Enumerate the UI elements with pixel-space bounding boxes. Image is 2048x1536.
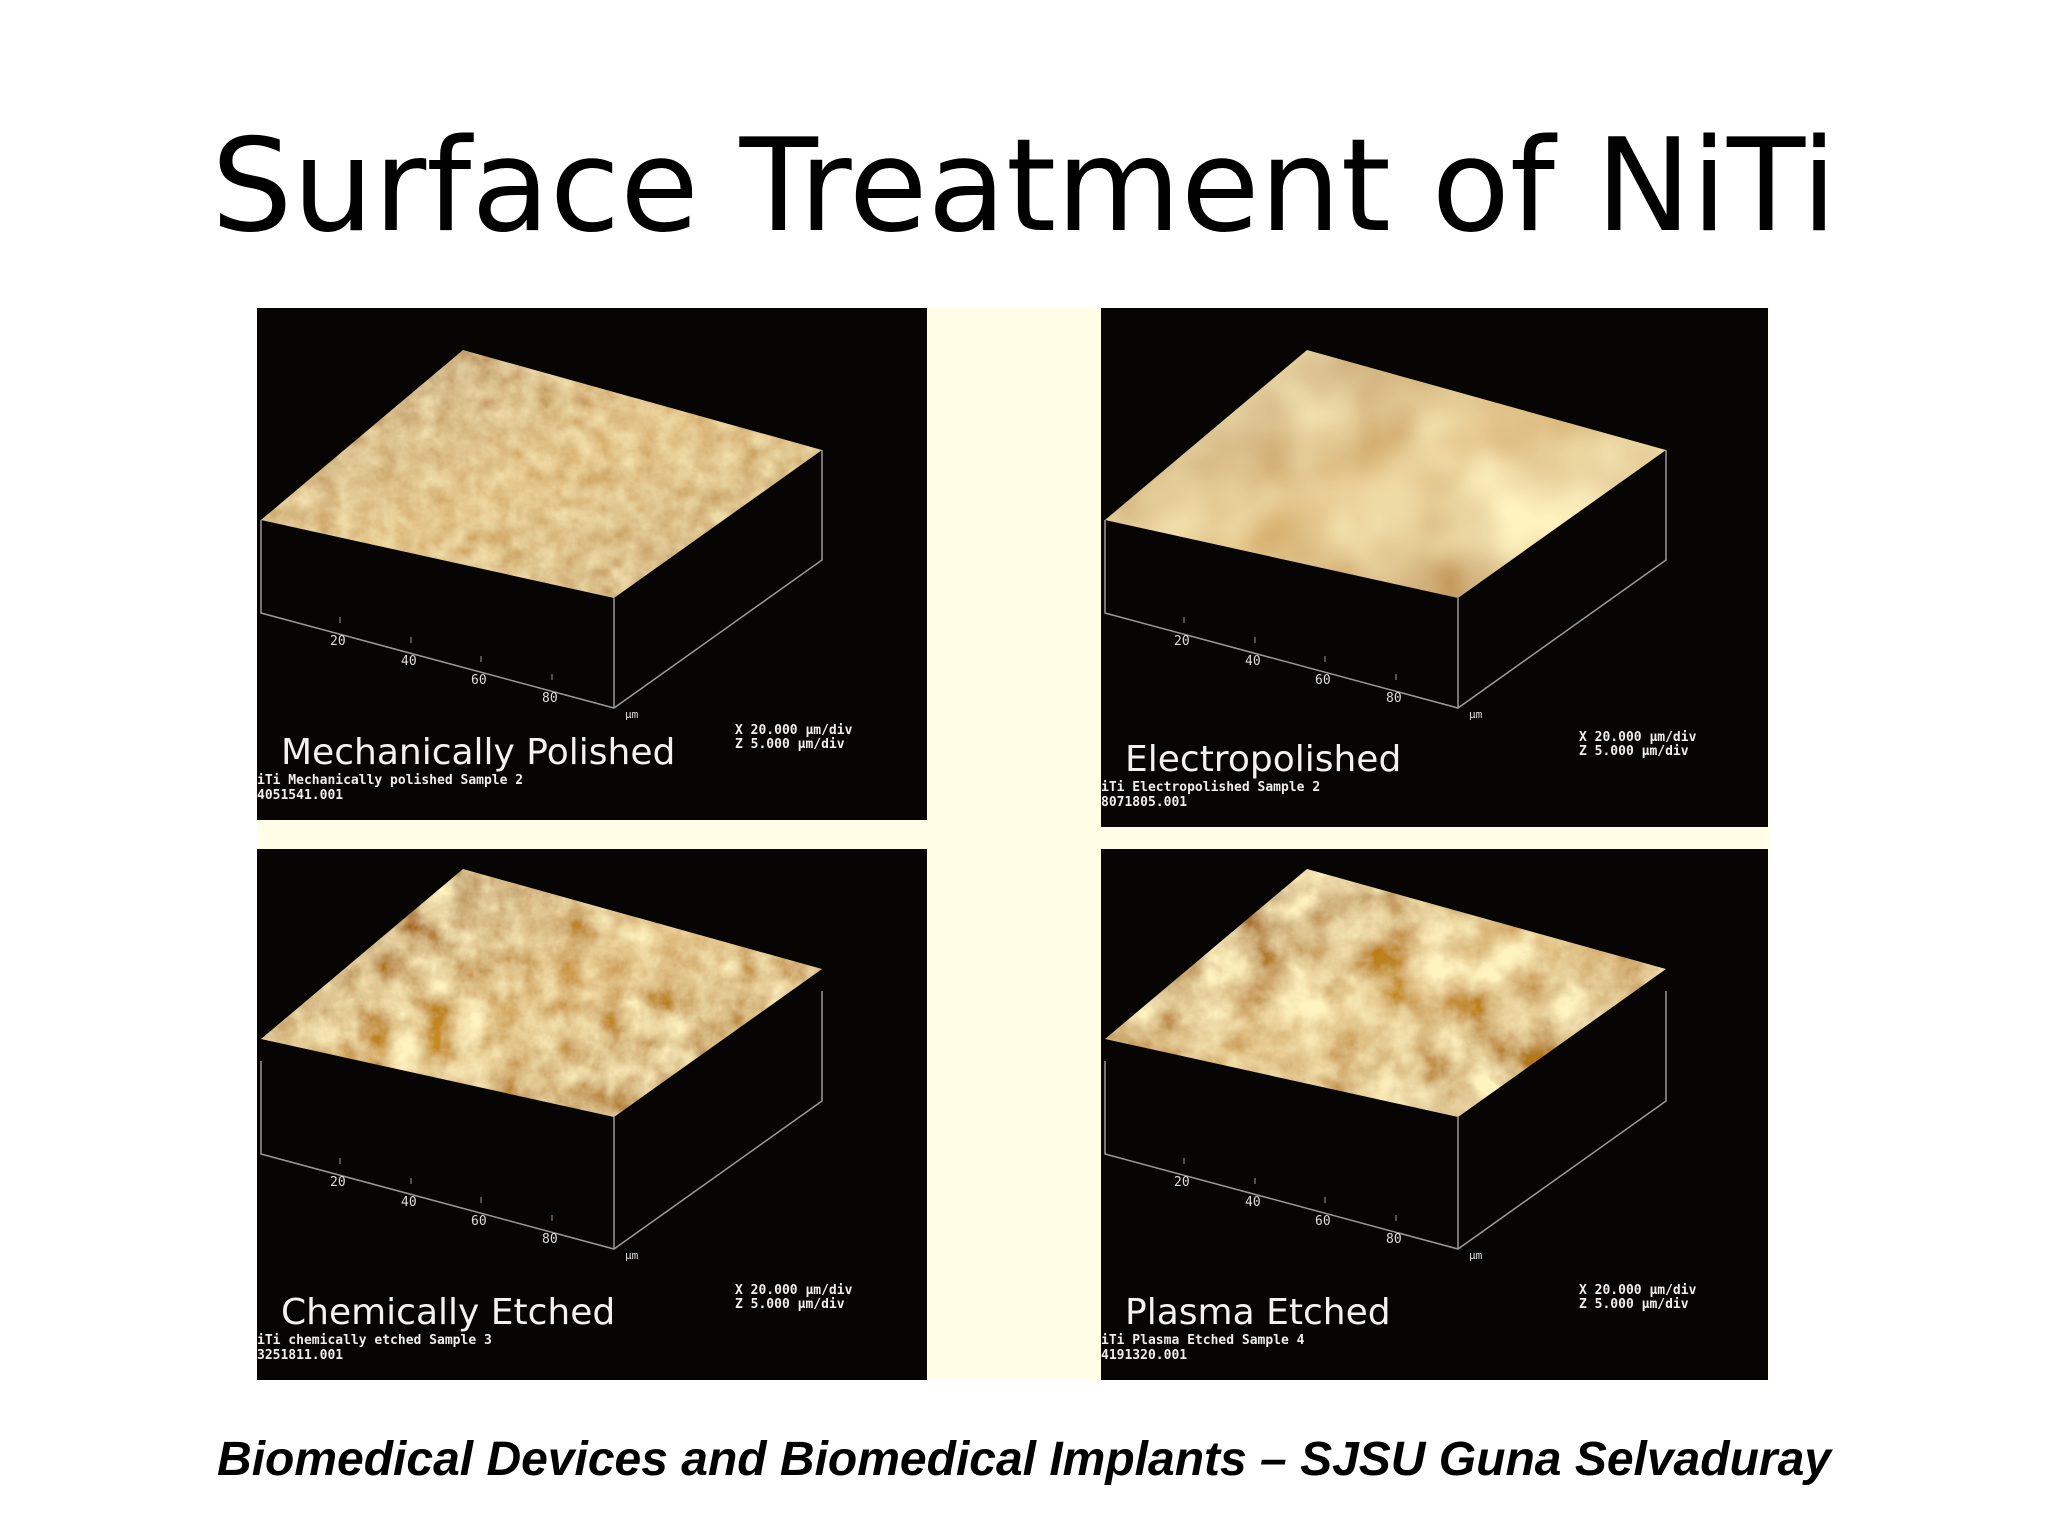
surface — [261, 869, 822, 1117]
axis-tick-label: 80 — [1386, 1232, 1402, 1247]
caption: Chemically Etched — [281, 1292, 615, 1333]
axis-tick-label: 80 — [1386, 691, 1402, 706]
axis-tick-label: 80 — [542, 691, 558, 706]
axis-tick-label: 40 — [401, 1195, 417, 1210]
axis-tick-label: 80 — [542, 1232, 558, 1247]
afm-render: 20 40 60 80 µm Plasma Etched X 20.000 µm/divZ … — [1101, 869, 1697, 1363]
axis-tick-label: 60 — [471, 1214, 487, 1229]
axis-tick-label: 60 — [1315, 673, 1331, 688]
afm-image: 20 40 60 80 µm Electropolished X 20.000 µm/div… — [1101, 308, 1768, 827]
sample-label: iTi Plasma Etched Sample 4 — [1101, 1333, 1305, 1348]
axis-tick-label: 40 — [1245, 1195, 1261, 1210]
sample-label: iTi chemically etched Sample 3 — [257, 1333, 492, 1348]
axis-tick-label: 20 — [1174, 1175, 1190, 1190]
file-label: 4051541.001 — [257, 788, 343, 803]
axis-unit: µm — [625, 708, 639, 721]
sample-label: iTi Mechanically polished Sample 2 — [257, 773, 523, 788]
axis-tick-label: 20 — [1174, 634, 1190, 649]
caption: Electropolished — [1125, 739, 1401, 780]
axis-tick-label: 40 — [401, 654, 417, 669]
surface — [1105, 869, 1666, 1117]
surface — [261, 350, 822, 598]
axis-tick-label: 20 — [330, 1175, 346, 1190]
scale-x: X 20.000 µm/div — [1579, 730, 1697, 745]
scale-z: Z 5.000 µm/div — [735, 737, 845, 752]
afm-render: 20 40 60 80 µm Chemically Etched X 20.000 µm/d… — [257, 869, 853, 1363]
afm-render: 20 40 60 80 µm Mechanically Polished X 20.000 … — [257, 350, 853, 803]
scale-x: X 20.000 µm/div — [735, 723, 853, 738]
sample-label: iTi Electropolished Sample 2 — [1101, 780, 1320, 795]
scale-x: X 20.000 µm/div — [735, 1283, 853, 1298]
caption: Mechanically Polished — [281, 732, 675, 773]
file-label: 4191320.001 — [1101, 1348, 1187, 1363]
caption: Plasma Etched — [1125, 1292, 1391, 1333]
slide-title: Surface Treatment of NiTi — [211, 112, 1837, 261]
file-label: 3251811.001 — [257, 1348, 343, 1363]
afm-image: 20 40 60 80 µm Chemically Etched X 20.000 µm/d… — [257, 849, 927, 1380]
axis-tick-label: 20 — [330, 634, 346, 649]
axis-tick-label: 60 — [1315, 1214, 1331, 1229]
axis-unit: µm — [625, 1249, 639, 1262]
axis-unit: µm — [1469, 1249, 1483, 1262]
axis-unit: µm — [1469, 708, 1483, 721]
scale-x: X 20.000 µm/div — [1579, 1283, 1697, 1298]
afm-image: 20 40 60 80 µm Mechanically Polished X 20.000 … — [257, 308, 927, 820]
scale-z: Z 5.000 µm/div — [1579, 1297, 1689, 1312]
scale-z: Z 5.000 µm/div — [735, 1297, 845, 1312]
afm-render: 20 40 60 80 µm Electropolished X 20.000 µm/div… — [1101, 350, 1697, 810]
afm-image: 20 40 60 80 µm Plasma Etched X 20.000 µm/div Z … — [1101, 849, 1768, 1380]
footer: Biomedical Devices and Biomedical Implan… — [217, 1433, 1831, 1486]
surface — [1105, 350, 1666, 598]
scale-z: Z 5.000 µm/div — [1579, 744, 1689, 759]
file-label: 8071805.001 — [1101, 795, 1187, 810]
axis-tick-label: 60 — [471, 673, 487, 688]
axis-tick-label: 40 — [1245, 654, 1261, 669]
